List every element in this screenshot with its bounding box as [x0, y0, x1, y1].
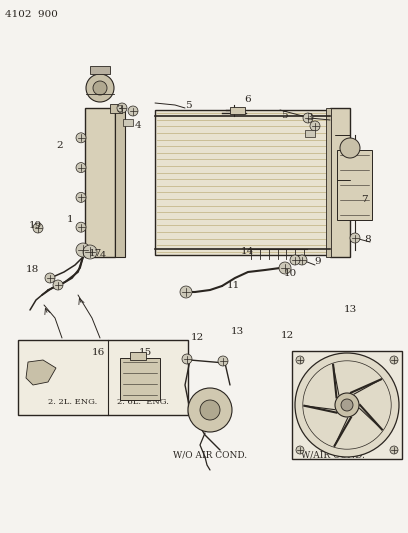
- Text: 9: 9: [315, 257, 322, 266]
- Circle shape: [218, 356, 228, 366]
- Text: W/O AIR COND.: W/O AIR COND.: [173, 450, 247, 459]
- Circle shape: [76, 163, 86, 173]
- Circle shape: [33, 223, 43, 233]
- Circle shape: [297, 255, 307, 265]
- Polygon shape: [26, 360, 56, 385]
- Circle shape: [76, 222, 86, 232]
- Circle shape: [76, 192, 86, 203]
- Circle shape: [295, 353, 399, 457]
- Text: 13: 13: [344, 305, 357, 314]
- Circle shape: [45, 273, 55, 283]
- Text: 16: 16: [91, 348, 105, 357]
- Circle shape: [53, 280, 63, 290]
- Text: 4: 4: [100, 251, 106, 260]
- Text: 1: 1: [67, 215, 73, 224]
- Text: 12: 12: [191, 333, 204, 342]
- Circle shape: [117, 103, 127, 113]
- Text: 3: 3: [307, 114, 313, 123]
- Bar: [85, 108, 115, 257]
- Text: 2. 2L. ENG.: 2. 2L. ENG.: [49, 398, 98, 406]
- Bar: [110, 104, 122, 113]
- Text: 3: 3: [117, 104, 123, 114]
- Circle shape: [188, 388, 232, 432]
- Bar: [230, 107, 245, 114]
- Bar: [130, 352, 146, 360]
- Circle shape: [93, 81, 107, 95]
- Bar: [326, 108, 331, 257]
- Text: 19: 19: [29, 222, 42, 230]
- Circle shape: [128, 106, 138, 116]
- Circle shape: [350, 233, 360, 243]
- Circle shape: [279, 262, 291, 274]
- Text: 17: 17: [89, 249, 102, 259]
- Text: 11: 11: [226, 280, 239, 289]
- Circle shape: [83, 245, 97, 259]
- Text: 8: 8: [365, 235, 371, 244]
- Circle shape: [290, 255, 300, 265]
- Bar: [305, 130, 315, 136]
- Circle shape: [76, 243, 90, 257]
- Text: 5: 5: [281, 110, 287, 119]
- Text: 6: 6: [245, 95, 251, 104]
- Circle shape: [86, 74, 114, 102]
- Text: W/AIR COND.: W/AIR COND.: [301, 450, 365, 459]
- Bar: [292, 351, 402, 459]
- Text: 14: 14: [240, 247, 254, 256]
- Text: 4: 4: [135, 122, 141, 131]
- Text: 5: 5: [185, 101, 191, 110]
- Circle shape: [310, 121, 320, 131]
- Bar: [120, 358, 160, 400]
- Bar: [330, 108, 350, 257]
- Text: 7: 7: [361, 196, 367, 205]
- Text: 4102  900: 4102 900: [5, 10, 58, 19]
- Circle shape: [180, 286, 192, 298]
- Bar: [115, 108, 125, 257]
- Text: 18: 18: [25, 265, 39, 274]
- Circle shape: [335, 393, 359, 417]
- Circle shape: [296, 446, 304, 454]
- Text: 2: 2: [57, 141, 63, 149]
- Circle shape: [182, 354, 192, 364]
- Circle shape: [303, 113, 313, 123]
- Bar: [90, 66, 110, 74]
- Circle shape: [390, 356, 398, 364]
- Text: 2. 6L.  ENG.: 2. 6L. ENG.: [117, 398, 169, 406]
- Text: 15: 15: [139, 348, 152, 357]
- Circle shape: [200, 400, 220, 420]
- Bar: [123, 118, 133, 125]
- Circle shape: [341, 399, 353, 411]
- Circle shape: [390, 446, 398, 454]
- Circle shape: [296, 356, 304, 364]
- Circle shape: [76, 133, 86, 143]
- Text: 13: 13: [231, 327, 244, 336]
- Text: 10: 10: [284, 269, 297, 278]
- Bar: [155, 110, 330, 255]
- Circle shape: [340, 138, 360, 158]
- Text: 12: 12: [280, 332, 294, 341]
- Bar: [337, 150, 372, 220]
- Bar: [18, 340, 188, 415]
